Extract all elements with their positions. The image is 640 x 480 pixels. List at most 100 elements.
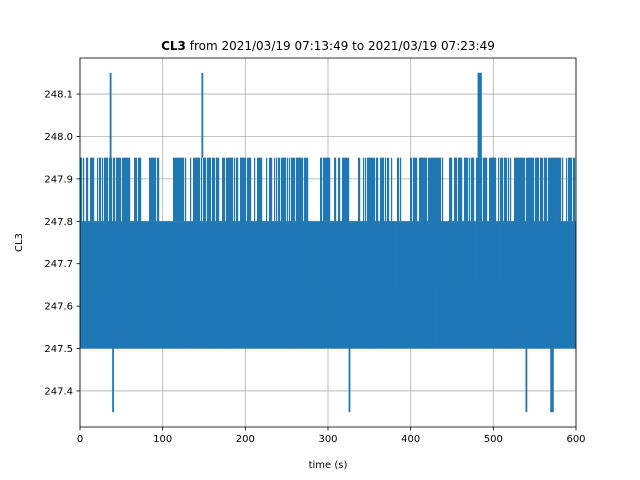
series-noise-column bbox=[241, 157, 243, 349]
series-noise-column bbox=[413, 157, 415, 349]
series-noise-column bbox=[182, 157, 184, 222]
x-tick-label: 500 bbox=[484, 434, 503, 445]
series-noise-column bbox=[283, 157, 285, 285]
series-noise-column bbox=[196, 157, 198, 222]
y-tick-label: 248.0 bbox=[44, 132, 73, 143]
series-noise-column bbox=[456, 157, 458, 222]
series-noise-column bbox=[129, 157, 131, 222]
x-axis: 0 100 200 300 400 500 600 bbox=[77, 427, 586, 445]
series-noise-column bbox=[194, 157, 196, 222]
series-noise-column bbox=[134, 157, 136, 222]
y-axis-label: CL3 bbox=[14, 233, 25, 252]
series-noise-column bbox=[491, 157, 493, 349]
series-noise-column bbox=[426, 157, 428, 285]
series-noise-column bbox=[428, 157, 430, 349]
series-noise-column bbox=[279, 157, 281, 285]
series-noise-column bbox=[119, 157, 121, 285]
series-noise-column bbox=[391, 157, 393, 285]
series-noise-column bbox=[515, 157, 517, 222]
series-noise-column bbox=[228, 157, 230, 349]
series-noise-column bbox=[359, 157, 361, 285]
series-noise-column bbox=[483, 157, 485, 285]
series-noise-column bbox=[559, 157, 561, 285]
series-noise-column bbox=[476, 157, 478, 285]
series-noise-column bbox=[370, 157, 372, 349]
series-noise-column bbox=[555, 157, 557, 222]
series-noise-column bbox=[240, 157, 242, 222]
series-noise-column bbox=[481, 157, 483, 222]
series-noise-column bbox=[469, 157, 471, 349]
series-noise-column bbox=[248, 157, 250, 349]
series-noise-column bbox=[152, 157, 154, 222]
series-noise-column bbox=[306, 157, 308, 285]
series-noise-column bbox=[139, 157, 141, 285]
series-noise-column bbox=[242, 157, 244, 285]
series-noise-column bbox=[300, 157, 302, 349]
series-noise-column bbox=[102, 157, 104, 285]
series-noise-column bbox=[531, 157, 533, 285]
series-noise-column bbox=[210, 157, 212, 285]
series-noise-column bbox=[149, 157, 151, 349]
series-noise-column bbox=[400, 157, 402, 222]
series-noise-column bbox=[506, 157, 508, 349]
series-noise-column bbox=[244, 157, 246, 285]
series-noise-column bbox=[183, 157, 185, 222]
series-noise-column bbox=[126, 157, 128, 222]
y-tick-label: 247.6 bbox=[44, 302, 73, 313]
series-noise-column bbox=[415, 157, 417, 222]
series-noise-column bbox=[344, 157, 346, 349]
series-noise-column bbox=[301, 157, 303, 222]
series-noise-column bbox=[296, 157, 298, 349]
series-noise-column bbox=[125, 157, 127, 222]
series-noise-column bbox=[83, 157, 85, 349]
series-noise-column bbox=[328, 157, 330, 222]
series-noise-column bbox=[321, 157, 323, 285]
series-noise-column bbox=[113, 157, 115, 285]
series-noise-column bbox=[212, 157, 214, 222]
series-noise-column bbox=[439, 157, 441, 285]
series-noise-column bbox=[111, 157, 113, 349]
series-layer bbox=[80, 72, 576, 413]
x-tick-label: 300 bbox=[318, 434, 337, 445]
series-noise-column bbox=[105, 157, 107, 285]
series-noise-column bbox=[498, 157, 500, 222]
series-noise-column bbox=[226, 157, 228, 349]
series-noise-column bbox=[551, 157, 553, 285]
series-noise-column bbox=[81, 157, 83, 349]
series-noise-column bbox=[381, 157, 383, 285]
series-noise-column bbox=[346, 157, 348, 349]
series-noise-column bbox=[411, 157, 413, 222]
series-noise-column bbox=[324, 157, 326, 222]
series-noise-column bbox=[414, 157, 416, 349]
series-noise-column bbox=[385, 157, 387, 222]
series-noise-column bbox=[465, 157, 467, 222]
series-noise-column bbox=[234, 157, 236, 222]
series-noise-column bbox=[122, 157, 124, 222]
series-noise-column bbox=[367, 157, 369, 285]
series-noise-column bbox=[541, 157, 543, 285]
series-noise-column bbox=[297, 157, 299, 285]
series-noise-column bbox=[327, 157, 329, 222]
series-noise-column bbox=[260, 157, 262, 222]
series-noise-column bbox=[501, 157, 503, 349]
series-noise-column bbox=[485, 157, 487, 285]
series-noise-column bbox=[562, 157, 564, 285]
y-tick-label: 247.8 bbox=[44, 217, 73, 228]
series-noise-column bbox=[285, 157, 287, 222]
series-noise-column bbox=[198, 157, 200, 349]
series-noise-column bbox=[282, 157, 284, 222]
y-tick-label: 247.7 bbox=[44, 259, 73, 270]
y-tick-label: 247.5 bbox=[44, 344, 73, 355]
series-noise-column bbox=[158, 157, 160, 222]
series-noise-column bbox=[123, 157, 125, 285]
series-noise-column bbox=[558, 157, 560, 285]
series-noise-column bbox=[236, 157, 238, 285]
series-noise-column bbox=[118, 157, 120, 285]
series-noise-column bbox=[185, 157, 187, 222]
series-noise-column bbox=[320, 157, 322, 349]
series-noise-column bbox=[398, 157, 400, 349]
series-noise-column bbox=[489, 157, 491, 349]
series-noise-column bbox=[536, 157, 538, 349]
series-noise-column bbox=[106, 157, 108, 222]
series-noise-column bbox=[216, 157, 218, 349]
